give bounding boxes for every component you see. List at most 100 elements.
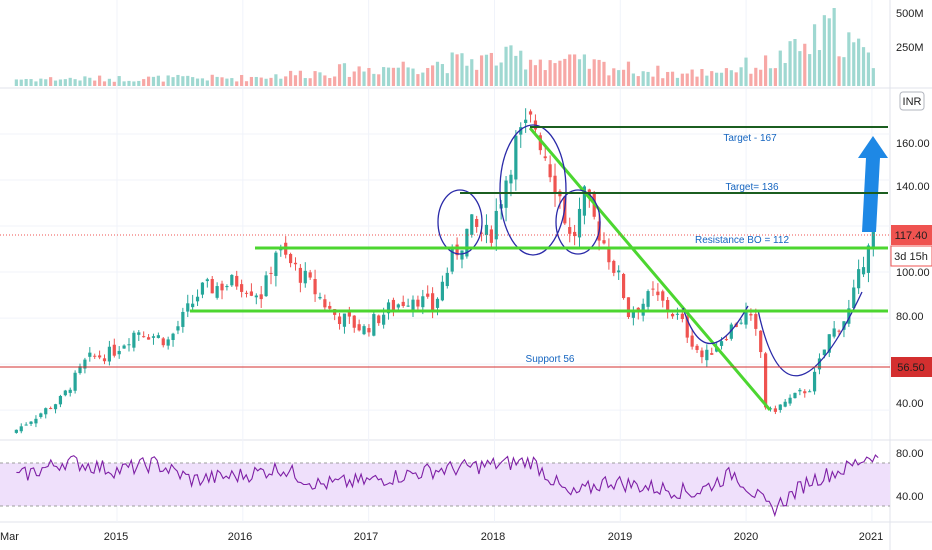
candle-body: [39, 413, 43, 417]
volume-bar: [749, 73, 753, 86]
volume-bar: [768, 68, 773, 86]
volume-bar: [73, 79, 77, 86]
volume-bar: [724, 68, 729, 86]
candle-body: [700, 350, 704, 358]
candle-body: [117, 350, 121, 355]
volume-bar: [225, 78, 229, 86]
candle-body: [83, 359, 87, 369]
candle-body: [372, 314, 376, 336]
volume-bar: [602, 61, 606, 86]
candle-body: [710, 353, 714, 355]
volume-bar: [582, 54, 587, 86]
volume-bar: [827, 18, 831, 86]
candle-body: [631, 312, 635, 318]
time-label-2019: 2019: [608, 531, 632, 543]
volume-bar: [235, 81, 239, 86]
time-label-2018: 2018: [481, 531, 505, 543]
candle-body: [861, 267, 866, 275]
volume-bar: [416, 74, 420, 86]
candle-body: [719, 341, 724, 346]
candle-body: [235, 275, 239, 287]
candle-body: [191, 303, 195, 308]
candle-body: [156, 335, 160, 338]
candle-body: [739, 322, 743, 324]
volume-bar: [646, 71, 650, 86]
volume-bar: [857, 38, 861, 86]
candle-body: [548, 164, 552, 178]
candle-body: [621, 273, 626, 299]
candle-body: [749, 314, 753, 316]
candle-body: [504, 180, 508, 208]
volume-bar: [695, 76, 699, 86]
volume-bar: [705, 75, 709, 86]
volume-bar: [734, 72, 738, 86]
candle-body: [102, 358, 107, 362]
level-lines: [0, 126, 890, 368]
candle-body: [210, 279, 214, 294]
volume-bar: [205, 80, 209, 86]
candle-body: [538, 135, 542, 151]
volume-bar: [837, 56, 841, 86]
volume-bar: [391, 67, 396, 86]
volume-bar: [445, 73, 449, 86]
time-label-mar: Mar: [0, 531, 19, 543]
volume-bar: [406, 67, 410, 86]
candle-body: [19, 426, 23, 432]
candle-body: [24, 424, 28, 426]
support-price-tag: 56.50: [891, 357, 932, 377]
candle-body: [577, 208, 582, 238]
candle-body: [763, 353, 768, 408]
volume-bar: [773, 68, 777, 86]
rsi-line: [16, 454, 879, 518]
volume-bar: [63, 79, 67, 86]
support-price-tag-box: [891, 357, 932, 377]
volume-bar: [308, 78, 312, 86]
volume-bar: [367, 67, 371, 86]
time-label-2021: 2021: [859, 531, 883, 543]
volume-bar: [558, 60, 562, 86]
candle-body: [151, 336, 156, 338]
candle-body: [220, 283, 224, 291]
candle-body: [759, 330, 763, 353]
candle-body: [822, 349, 826, 356]
volume-bar: [715, 72, 719, 86]
volume-bar: [475, 69, 479, 86]
volume-bar: [631, 73, 635, 86]
volume-bar: [352, 71, 356, 86]
candle-body: [842, 321, 846, 330]
candle-body: [724, 339, 729, 341]
volume-bar: [783, 62, 787, 86]
countdown-value: 3d 15h: [894, 251, 928, 263]
candle-body: [793, 392, 797, 399]
currency-badge[interactable]: INR: [899, 91, 925, 111]
candle-body: [328, 305, 332, 309]
candle-body: [240, 284, 244, 292]
volume-bar: [661, 78, 665, 86]
volume-bar: [666, 71, 670, 86]
candle-body: [690, 335, 694, 347]
countdown-tag: 3d 15h: [890, 245, 932, 267]
currency-label: INR: [903, 96, 922, 108]
candle-body: [519, 127, 523, 135]
volume-bar: [372, 73, 376, 86]
volume-bar: [700, 69, 704, 86]
volume-bar: [852, 42, 856, 86]
volume-bar: [670, 71, 675, 86]
volume-bar: [479, 55, 484, 86]
candle-body: [695, 345, 699, 350]
volume-bar: [617, 70, 621, 86]
candle-body: [127, 344, 131, 346]
candle-body: [195, 296, 200, 302]
candle-body: [146, 337, 151, 340]
volume-bar: [431, 65, 435, 86]
volume-bar: [489, 52, 493, 86]
volume-bar: [93, 80, 97, 86]
volume-bar: [259, 77, 263, 86]
volume-bars: [14, 8, 875, 86]
candle-body: [205, 279, 209, 282]
candle-body: [411, 299, 415, 311]
candle-body: [817, 358, 822, 370]
candle-body: [98, 355, 102, 358]
